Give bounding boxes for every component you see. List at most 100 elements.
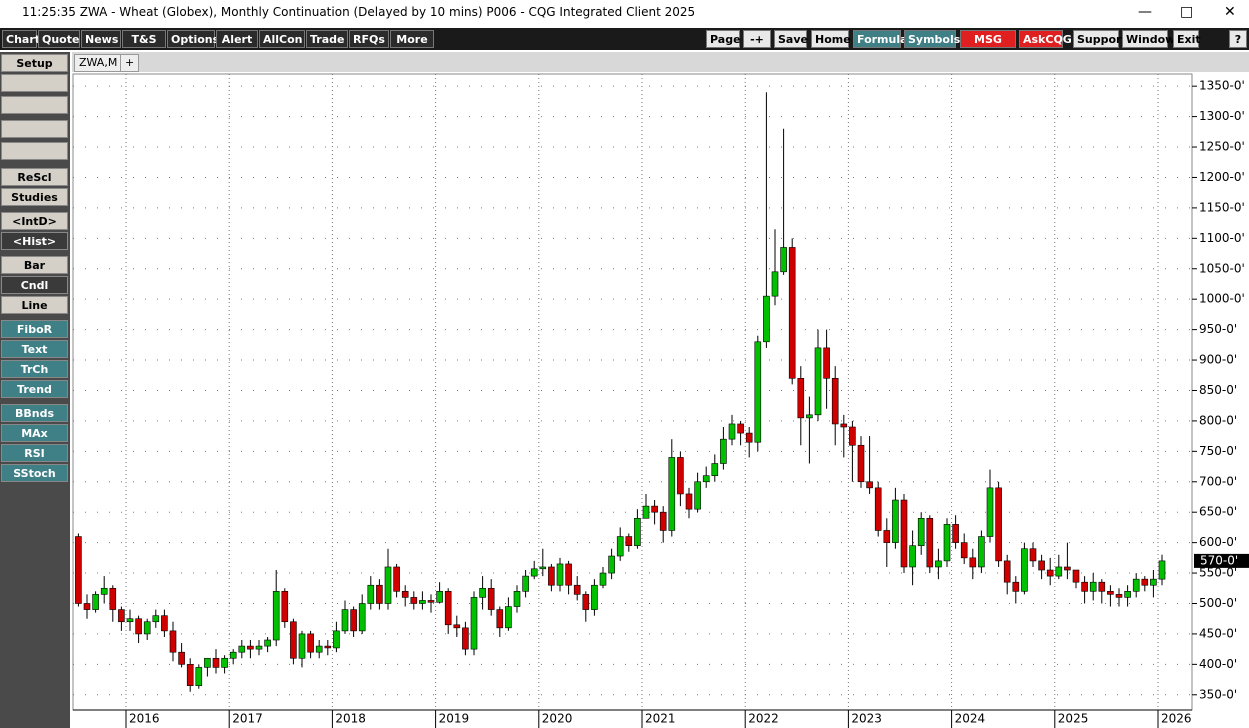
candle-body bbox=[238, 645, 246, 653]
sidebar-button[interactable]: Studies bbox=[1, 188, 68, 206]
sidebar-button[interactable]: RSI bbox=[1, 444, 68, 462]
add-tab[interactable]: + bbox=[120, 54, 140, 72]
toolbar-button[interactable]: More bbox=[390, 30, 434, 48]
candle-body bbox=[376, 584, 383, 604]
toolbar-button[interactable]: RFQs bbox=[349, 30, 389, 48]
toolbar-button[interactable]: Formula bbox=[853, 30, 908, 48]
sidebar-button[interactable]: <IntD> bbox=[1, 212, 68, 230]
maximize[interactable]: □ bbox=[1180, 4, 1194, 20]
candle-body bbox=[410, 597, 418, 604]
toolbar-button[interactable]: -+ bbox=[743, 30, 771, 48]
toolbar-button[interactable]: T&S bbox=[122, 30, 166, 48]
toolbar-button[interactable]: Save bbox=[774, 30, 808, 48]
y-tick-label: 850-0' bbox=[1199, 383, 1237, 397]
icon-button[interactable] bbox=[1, 96, 68, 114]
toolbar-button[interactable]: Support bbox=[1073, 30, 1127, 48]
candle-body bbox=[315, 645, 323, 653]
candle-body bbox=[126, 618, 134, 623]
candle-body bbox=[935, 560, 942, 568]
candle-body bbox=[745, 432, 753, 443]
close[interactable]: ✕ bbox=[1224, 4, 1236, 20]
sidebar-button[interactable]: ReScl bbox=[1, 168, 68, 186]
candle-body bbox=[874, 487, 882, 531]
candle-body bbox=[857, 444, 865, 483]
candle-body bbox=[1132, 578, 1140, 592]
tab[interactable]: ZWA,M bbox=[74, 54, 123, 72]
candle-body bbox=[1064, 566, 1071, 571]
minimize[interactable]: — bbox=[1138, 4, 1152, 20]
candle-body bbox=[771, 271, 779, 297]
toolbar-button[interactable]: Quote bbox=[38, 30, 80, 48]
toolbar-button[interactable]: Exit bbox=[1173, 30, 1201, 48]
candle-body bbox=[453, 624, 461, 629]
sidebar-button[interactable]: SStoch bbox=[1, 464, 68, 482]
sidebar-button[interactable]: Bar bbox=[1, 256, 68, 274]
x-tick-label: 2019 bbox=[439, 712, 470, 726]
candle-body bbox=[1098, 581, 1106, 592]
toolbar-button[interactable]: Window bbox=[1122, 30, 1175, 48]
candle-body bbox=[169, 630, 177, 653]
sidebar: Setup ReScl Studies <IntD> <Hist> Bar Cndl Line… bbox=[0, 52, 70, 728]
candle-body bbox=[444, 591, 452, 626]
candle-body bbox=[307, 633, 314, 653]
candle-body bbox=[943, 524, 951, 562]
toolbar-button[interactable]: AllCon bbox=[259, 30, 305, 48]
candle-body bbox=[367, 584, 375, 604]
toolbar-button[interactable]: Alert bbox=[216, 30, 258, 48]
candle-body bbox=[462, 627, 469, 650]
sidebar-button[interactable]: Line bbox=[1, 296, 68, 314]
candle-body bbox=[634, 517, 641, 546]
sidebar-button[interactable]: MAx bbox=[1, 424, 68, 442]
toolbar-button[interactable]: Trade bbox=[306, 30, 348, 48]
candle-body bbox=[393, 566, 400, 592]
candle-body bbox=[754, 341, 762, 443]
x-tick-label: 2016 bbox=[129, 712, 160, 726]
y-tick-label: 950-0' bbox=[1199, 322, 1237, 336]
toolbar-button[interactable]: News bbox=[81, 30, 121, 48]
sidebar-button[interactable]: Trend bbox=[1, 380, 68, 398]
toolbar-button[interactable]: Chart bbox=[2, 30, 40, 48]
candle-body bbox=[436, 591, 443, 603]
sidebar-button[interactable]: BBnds bbox=[1, 404, 68, 422]
icon-button[interactable] bbox=[1, 142, 68, 160]
candle-body bbox=[866, 481, 873, 489]
candle-body bbox=[401, 591, 409, 598]
icon-button[interactable] bbox=[1, 74, 68, 92]
candle-body bbox=[685, 493, 693, 510]
candle-body bbox=[659, 511, 667, 531]
candle-body bbox=[1003, 560, 1011, 583]
sidebar-button[interactable]: Setup bbox=[1, 54, 68, 72]
candle-body bbox=[978, 536, 985, 568]
toolbar-button[interactable]: ? bbox=[1229, 30, 1247, 48]
sidebar-button[interactable]: <Hist> bbox=[1, 232, 68, 250]
candle-body bbox=[1150, 578, 1157, 586]
sidebar-button[interactable]: TrCh bbox=[1, 360, 68, 378]
y-tick-label: 1050-0' bbox=[1199, 261, 1245, 275]
candle-body bbox=[694, 481, 701, 510]
candle-body bbox=[763, 295, 770, 343]
candle-body bbox=[100, 587, 108, 595]
candle-body bbox=[505, 606, 512, 629]
candle-body bbox=[1055, 566, 1063, 577]
candle-body bbox=[298, 633, 306, 659]
candle-body bbox=[143, 621, 151, 635]
icon-button[interactable] bbox=[1, 120, 68, 138]
toolbar-button[interactable]: MSG Cntr bbox=[960, 30, 1016, 64]
toolbar-button[interactable]: Options bbox=[167, 30, 219, 48]
toolbar-button[interactable]: Symbols bbox=[904, 30, 960, 48]
y-tick-label: 450-0' bbox=[1199, 626, 1237, 640]
toolbar-button[interactable]: Home bbox=[811, 30, 851, 48]
candle-body bbox=[109, 587, 117, 610]
candle-body bbox=[1081, 581, 1088, 592]
sidebar-button[interactable]: Text bbox=[1, 340, 68, 358]
toolbar-button[interactable]: Page bbox=[706, 30, 741, 48]
candle-body bbox=[616, 536, 624, 557]
y-tick-label: 550-0' bbox=[1199, 566, 1237, 580]
candle-body bbox=[909, 545, 916, 568]
toolbar-button[interactable]: AskCQG bbox=[1019, 30, 1072, 48]
sidebar-button[interactable]: Cndl bbox=[1, 276, 68, 294]
candle-body bbox=[1046, 569, 1054, 577]
sidebar-button[interactable]: FiboR bbox=[1, 320, 68, 338]
y-tick-label: 650-0' bbox=[1199, 505, 1237, 519]
